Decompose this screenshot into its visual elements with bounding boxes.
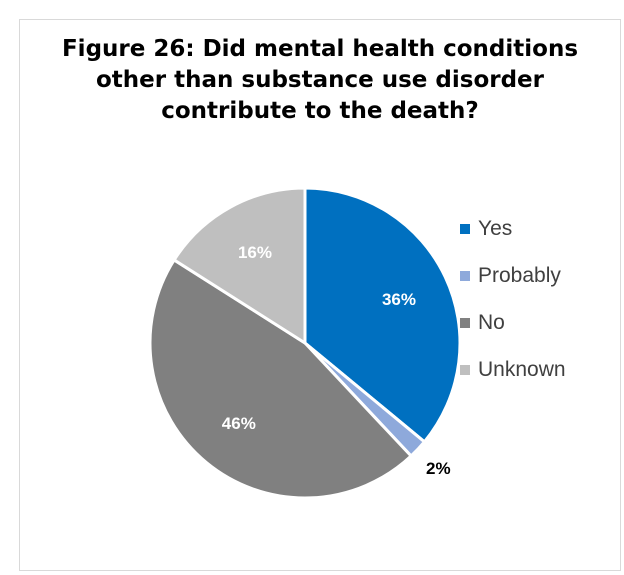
legend: Yes Probably No Unknown: [460, 205, 566, 393]
legend-label-yes: Yes: [478, 216, 513, 240]
data-labels: 36% 2% 46% 16%: [222, 243, 451, 478]
legend-swatch-probably: [460, 270, 470, 281]
chart-title-line-1: Figure 26: Did mental health conditions: [61, 36, 579, 62]
chart-title-line-3: contribute to the death?: [161, 98, 479, 124]
pie-slice-yes: [303, 186, 462, 444]
chart-title: Figure 26: Did mental health conditions …: [19, 34, 621, 127]
data-label-probably: 2%: [426, 459, 451, 478]
legend-item-no: No: [460, 299, 566, 346]
pie-slices: [148, 186, 462, 500]
legend-item-unknown: Unknown: [460, 346, 566, 393]
legend-label-unknown: Unknown: [478, 357, 566, 381]
legend-swatch-no: [460, 317, 470, 328]
pie-slice-unknown: [172, 186, 307, 346]
data-label-unknown: 16%: [238, 243, 272, 262]
legend-swatch-unknown: [460, 364, 470, 375]
data-label-yes: 36%: [382, 290, 416, 309]
pie-slice-no: [148, 257, 414, 500]
legend-item-probably: Probably: [460, 252, 566, 299]
legend-item-yes: Yes: [460, 205, 566, 252]
chart-title-line-2: other than substance use disorder: [96, 67, 544, 93]
legend-label-probably: Probably: [478, 263, 561, 287]
data-label-no: 46%: [222, 414, 256, 433]
legend-swatch-yes: [460, 223, 470, 234]
legend-label-no: No: [478, 310, 505, 334]
